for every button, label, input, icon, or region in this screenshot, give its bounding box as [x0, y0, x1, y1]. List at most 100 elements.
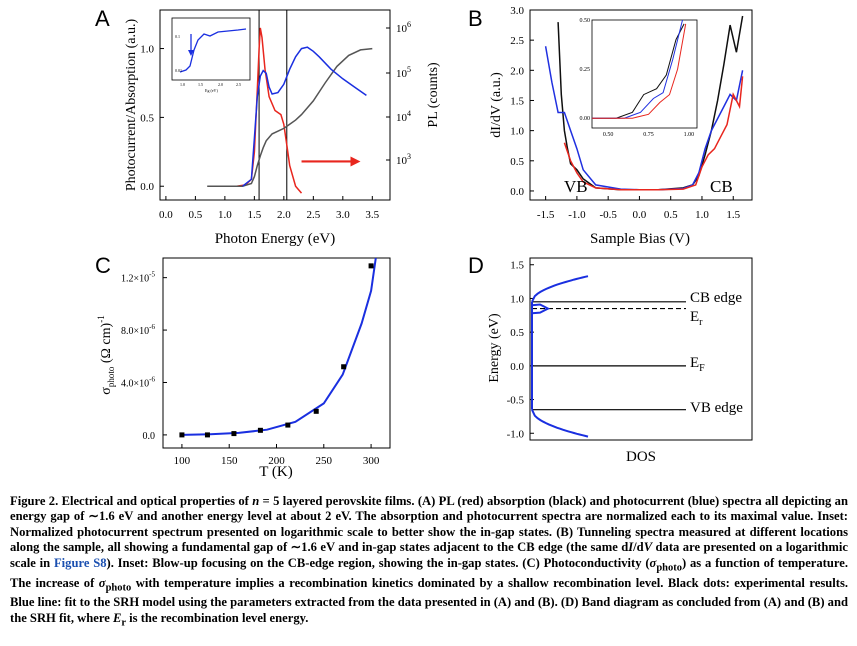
panel-b-label: B — [468, 6, 483, 31]
panel-d-dos-er-peak — [531, 303, 551, 315]
panel-a-inset-xtick-2: 2.0 — [218, 82, 223, 87]
panel-c-data-point — [313, 408, 319, 414]
panel-b-inset-ytick: 0.50 — [580, 18, 591, 24]
panel-c-ytick-mantissa: 0.0 — [143, 431, 156, 442]
panel-a-rtick-exp: 5 — [407, 65, 411, 74]
panel-b-xtick-label: -1.0 — [568, 209, 586, 221]
panel-c-xtick-label: 200 — [268, 455, 285, 467]
panel-a-inset-xtick-1: 1.5 — [198, 82, 203, 87]
panel-a-rtick-exp: 4 — [407, 109, 411, 118]
panel-a-rtick-label: 106 — [396, 20, 411, 35]
panel-c-ytick-mantissa: 1.2×10 — [121, 274, 149, 285]
panel-c-ytick-mantissa: 8.0×10 — [121, 326, 149, 337]
panel-b-inset-xtick: 1.00 — [684, 132, 695, 138]
panel-a-inset-line — [179, 28, 247, 73]
panel-b-inset-xtick: 0.50 — [603, 132, 614, 138]
panel-c-fit-line — [181, 257, 377, 436]
panel-b-ytick-label: 0.5 — [510, 156, 524, 168]
panel-c-data-point — [368, 263, 374, 269]
panel-b-xtick-label: 1.0 — [695, 209, 709, 221]
panel-b-inset-ytick: 0.00 — [580, 116, 591, 122]
panel-a-inset-xtick-3: 2.5 — [236, 82, 241, 87]
panel-c-frame — [162, 257, 391, 449]
panel-c: C 100 150 200 250 300 0.0 4.0×10-6 8.0×10-6 1.2×… — [0, 250, 420, 490]
panel-d-ytick-label: 1.5 — [510, 260, 524, 272]
panel-c-data-point — [231, 431, 237, 437]
panel-c-data-point — [257, 427, 263, 433]
panel-a-series-2 — [242, 46, 367, 187]
panel-a-xtick-label: 1.5 — [247, 209, 261, 221]
panel-a-xtick-label: 3.5 — [365, 209, 379, 221]
panel-d-ytick-label: 0.5 — [510, 327, 524, 339]
panel-b-xtick-label: 1.5 — [726, 209, 740, 221]
panel-d-er-sub: r — [699, 317, 703, 328]
panel-a-rtick-base: 10 — [396, 68, 408, 80]
panel-d-ytick-label: 1.0 — [510, 293, 524, 305]
panel-b-ytick-label: 0.0 — [510, 186, 524, 198]
panel-d-ylabel: Energy (eV) — [487, 313, 502, 383]
panel-c-ylabel-main: σ — [99, 387, 114, 395]
panel-a-xtick-label: 1.0 — [218, 209, 232, 221]
panel-b-ytick-label: 3.0 — [510, 5, 524, 17]
panel-c-ytick-mantissa: 4.0×10 — [121, 378, 149, 389]
panel-a-label: A — [95, 6, 110, 31]
panel-c-xtick-label: 150 — [221, 455, 238, 467]
figure-caption: Figure 2. Electrical and optical propert… — [10, 494, 848, 629]
figure-s8-link[interactable]: Figure S8 — [53, 555, 107, 570]
panel-c-ytick-exp: -6 — [149, 323, 155, 331]
panel-c-ytick-label: 4.0×10-6 — [121, 375, 155, 389]
panel-b-ytick-label: 1.5 — [510, 95, 524, 107]
panel-c-data-point — [179, 432, 185, 438]
panel-a-rtick-base: 10 — [396, 155, 408, 167]
panel-a-red-arrowhead — [350, 156, 361, 167]
panel-d-frame — [529, 257, 753, 441]
panel-d-ef-main: E — [690, 355, 699, 371]
panel-a-ytick-label: 1.0 — [140, 44, 154, 56]
panel-b-xtick-label: 0.0 — [633, 209, 647, 221]
panel-b-frame — [529, 9, 753, 201]
panel-a-inset-arrowhead — [188, 50, 194, 56]
panel-c-xlabel: T (K) — [259, 464, 292, 480]
panel-c-ytick-label: 1.2×10-5 — [121, 271, 155, 285]
panel-a-inset-ytick-1: 0.01 — [175, 68, 182, 73]
panel-d-ytick-label: -0.5 — [507, 395, 525, 407]
panel-a-xtick-label: 0.0 — [159, 209, 173, 221]
panel-c-data-point — [204, 432, 210, 438]
panel-b-inset-series-2 — [592, 23, 687, 119]
panel-a-ytick-label: 0.5 — [140, 112, 154, 124]
panel-d-ytick-label: -1.0 — [507, 428, 525, 440]
panel-d-dos-vb — [531, 409, 589, 438]
panel-d-ef-sub: F — [699, 363, 705, 374]
panel-a-ylabel-left: Photocurrent/Absorption (a.u.) — [124, 19, 139, 192]
panel-d-dos-cb — [531, 275, 589, 303]
panel-a-rtick-label: 105 — [396, 65, 411, 80]
panel-a-inset-xlabel: Eg (eV) — [205, 88, 218, 93]
panel-b-xlabel: Sample Bias (V) — [590, 231, 690, 247]
panel-b-ytick-label: 1.0 — [510, 126, 524, 138]
panel-a-frame — [159, 9, 391, 201]
panel-d-ytick-label: 0.0 — [510, 361, 524, 373]
panel-c-ytick-label: 0.0 — [143, 431, 156, 442]
panel-c-data-point — [341, 364, 347, 370]
panel-a-rtick-base: 10 — [396, 112, 408, 124]
panel-b-cb-label: CB — [710, 177, 733, 196]
panel-a-inset-ytick-0: 0.1 — [175, 34, 180, 39]
panel-a-chart: 0.0 0.5 1.0 1.5 2.0 2.5 3.0 3.50.00.51.01031041… — [124, 9, 441, 247]
panel-b-inset-series-0 — [592, 23, 685, 119]
panel-c-ytick-exp: -6 — [149, 375, 155, 383]
panel-c-ylabel-sub: photo — [106, 366, 116, 387]
panel-a-series-1 — [207, 47, 373, 187]
panel-a-rtick-base: 10 — [396, 23, 408, 35]
panel-a-rtick-exp: 6 — [407, 20, 411, 29]
panel-b-inset-ytick: 0.25 — [580, 67, 591, 73]
panel-c-ylabel-unit: (Ω cm) — [99, 322, 114, 366]
panel-c-label: C — [95, 253, 111, 278]
panel-d-vb-edge-label: VB edge — [690, 400, 743, 416]
panel-b-xtick-label: -0.5 — [599, 209, 617, 221]
panel-c-ylabel: σphoto (Ω cm)-1 — [96, 315, 116, 394]
panel-b-chart: -1.5 -1.0 -0.5 0.0 0.5 1.0 1.5 0.0 0.5 1.0 1.5 2.0 2… — [489, 5, 753, 247]
panel-d-chart: 1.51.00.50.0-0.5-1.0 CB edge Er EF VB ed… — [487, 257, 753, 465]
panel-b-inset-frame — [591, 19, 698, 129]
panel-b-ytick-label: 2.0 — [510, 65, 524, 77]
panel-d-label: D — [468, 253, 484, 278]
